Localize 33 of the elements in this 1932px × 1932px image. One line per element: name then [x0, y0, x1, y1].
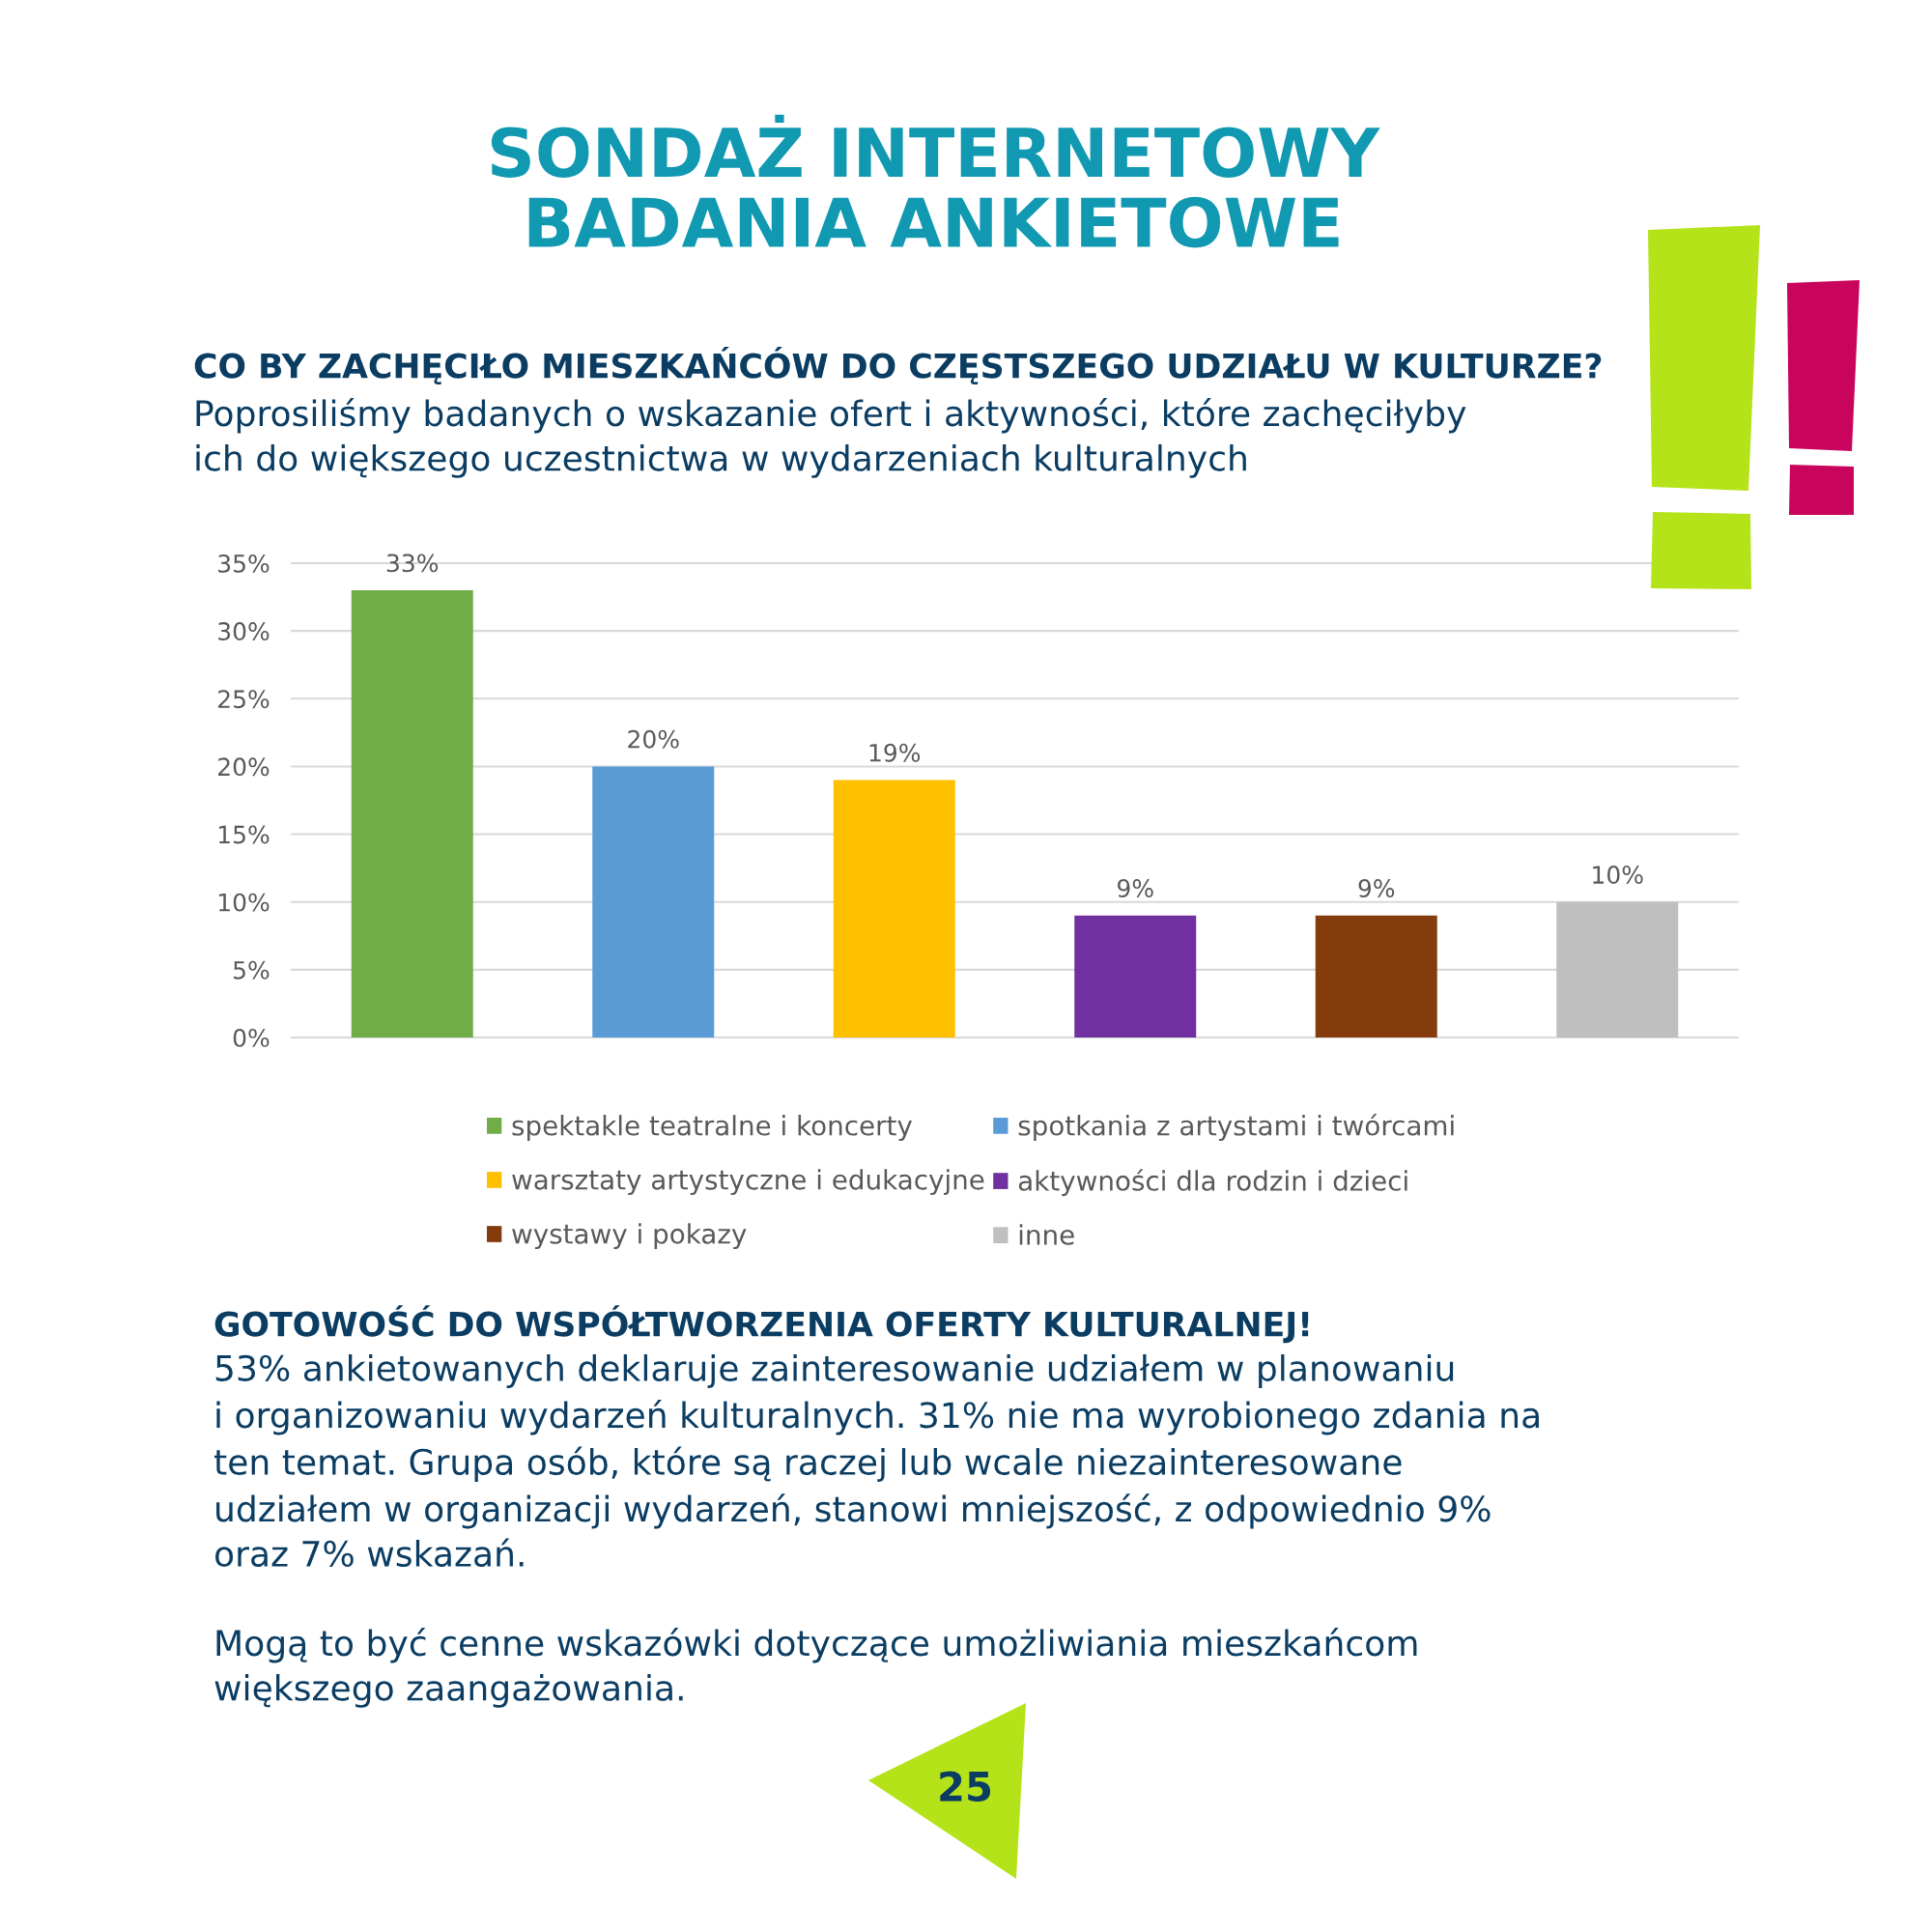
legend-label: wystawy i pokazy: [512, 1223, 747, 1250]
text: Poprosiliśmy badanych o wskazanie ofert i aktywności, które zachęciłyby ich do większego uczestnictwa w wydarzeniach kulturalnych: [196, 398, 1466, 478]
data-label: 10%: [1593, 866, 1643, 884]
chart-subtitle: CO BY ZACHĘCIŁO MIESZKAŃCÓW DO CZĘSTSZEGO UDZIAŁU W KULTURZE?: [194, 347, 1602, 385]
text: 25: [940, 1771, 991, 1803]
bar: [351, 590, 473, 1037]
y-tick-label: 20%: [218, 757, 270, 777]
bar: [592, 766, 715, 1037]
legend-label: spektakle teatralne i koncerty: [512, 1115, 913, 1141]
text: Mogą to być cenne wskazówki dotyczące umożliwiania mieszkańcom większego zaangażowania.: [214, 1628, 1417, 1708]
legend-label: inne: [1019, 1224, 1074, 1245]
bar: [833, 780, 955, 1037]
data-label: 9%: [1358, 879, 1395, 898]
data-label: 33%: [386, 554, 439, 573]
y-tick-label: 10%: [218, 893, 270, 912]
text: GOTOWOŚĆ DO WSPÓŁTWORZENIA OFERTY KULTURALNEJ!: [214, 1305, 1309, 1344]
text: 53% ankietowanych deklaruje zainteresowanie udziałem w planowaniu i organizowaniu wydarzeń kulturalnych. 31% nie ma wyrobionego zdania na ten temat. Grupa osób, które są raczej lub wcale niezainteresowane udziałem w organizacji wydarzeń, stanowi mniejszość, z odpowiednio 9% oraz 7% wskazań.: [213, 1354, 1539, 1567]
chart-title: SONDAŻ INTERNETOWY BADANIA ANKIETOWE: [491, 114, 1380, 248]
y-tick-label: 30%: [218, 622, 270, 640]
legend-label: spotkania z artystami i twórcami: [1018, 1114, 1454, 1141]
bar: [1315, 915, 1437, 1037]
legend-label: aktywności dla rodzin i dzieci: [1018, 1169, 1407, 1197]
data-label: 20%: [628, 729, 679, 749]
y-tick-label: 25%: [218, 690, 270, 709]
y-tick-label: 35%: [218, 554, 270, 573]
bar: [1556, 901, 1679, 1037]
y-tick-label: 15%: [218, 825, 270, 844]
y-tick-label: 0%: [233, 1028, 270, 1047]
bar: [1074, 915, 1197, 1037]
y-tick-label: 5%: [234, 960, 270, 980]
data-label: 9%: [1117, 879, 1153, 898]
data-label: 19%: [869, 743, 921, 762]
legend-label: warsztaty artystyczne i edukacyjne: [512, 1169, 984, 1196]
